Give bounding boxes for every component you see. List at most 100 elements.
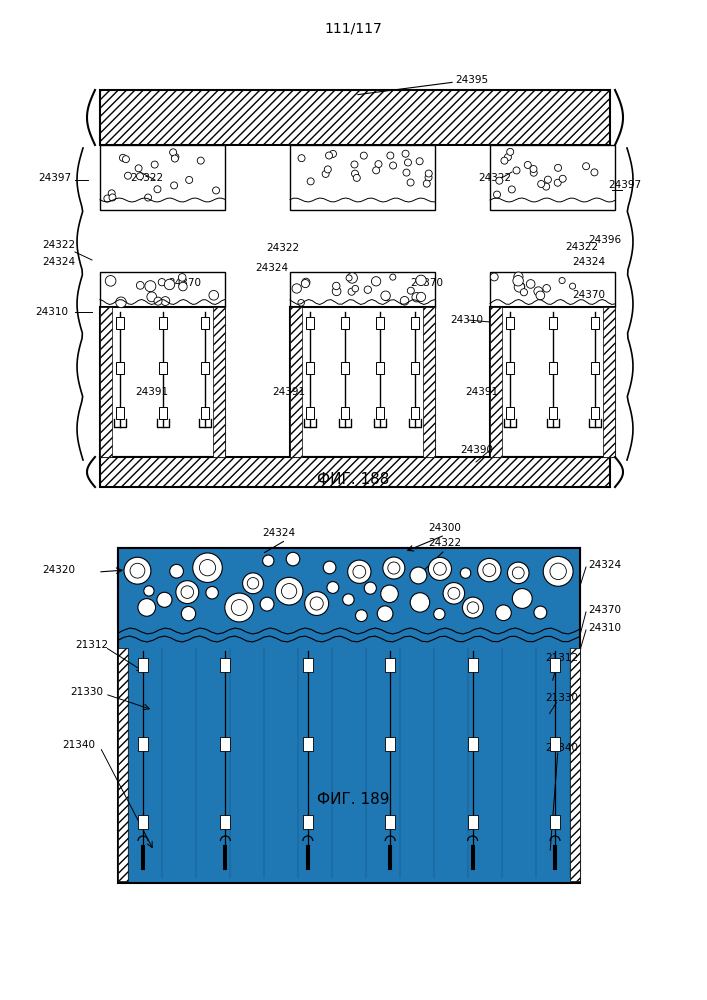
Bar: [213, 307, 225, 457]
Text: 21330: 21330: [545, 693, 578, 703]
Circle shape: [351, 170, 358, 177]
Text: 24322: 24322: [130, 173, 163, 183]
Circle shape: [130, 563, 145, 578]
Circle shape: [375, 161, 382, 168]
Circle shape: [390, 274, 396, 280]
Bar: [201, 407, 209, 419]
Circle shape: [514, 272, 523, 281]
Circle shape: [462, 597, 484, 618]
Circle shape: [543, 183, 549, 190]
Text: 24370: 24370: [410, 278, 443, 288]
Circle shape: [206, 587, 218, 599]
Bar: [116, 407, 124, 419]
Circle shape: [513, 589, 532, 608]
Bar: [506, 407, 514, 419]
Circle shape: [354, 174, 361, 181]
Circle shape: [301, 280, 310, 288]
Circle shape: [325, 152, 332, 159]
Circle shape: [381, 291, 390, 300]
Circle shape: [348, 560, 371, 583]
Circle shape: [378, 606, 393, 622]
Circle shape: [544, 176, 551, 183]
Circle shape: [407, 179, 414, 186]
Circle shape: [213, 187, 220, 194]
Text: 21312: 21312: [545, 653, 578, 663]
Bar: [158, 317, 167, 329]
Circle shape: [136, 281, 144, 289]
Circle shape: [154, 186, 161, 193]
Bar: [376, 407, 384, 419]
Bar: [385, 658, 395, 672]
Bar: [550, 658, 560, 672]
Bar: [100, 307, 225, 457]
Text: 111/117: 111/117: [324, 21, 382, 35]
Circle shape: [513, 276, 523, 286]
Circle shape: [135, 165, 142, 172]
Circle shape: [170, 564, 183, 578]
Circle shape: [161, 297, 170, 305]
Circle shape: [403, 169, 410, 176]
Text: 24391: 24391: [135, 387, 168, 397]
Bar: [550, 736, 560, 750]
Circle shape: [122, 156, 129, 163]
Text: 24322: 24322: [478, 173, 511, 183]
Bar: [303, 736, 312, 750]
Text: ФИГ. 188: ФИГ. 188: [317, 473, 389, 488]
Bar: [138, 658, 148, 672]
Bar: [100, 90, 610, 145]
Text: 24324: 24324: [588, 560, 621, 570]
Text: 24322: 24322: [267, 243, 300, 253]
Circle shape: [404, 159, 411, 166]
Circle shape: [364, 582, 376, 594]
Bar: [306, 407, 314, 419]
Bar: [158, 407, 167, 419]
Bar: [490, 307, 502, 457]
Circle shape: [158, 279, 165, 286]
Bar: [158, 362, 167, 374]
Bar: [303, 658, 312, 672]
Text: 21312: 21312: [75, 640, 108, 650]
Circle shape: [170, 182, 177, 189]
Text: 24370: 24370: [168, 278, 201, 288]
Circle shape: [416, 275, 426, 286]
Bar: [221, 815, 230, 829]
Circle shape: [353, 565, 366, 578]
Bar: [376, 362, 384, 374]
Text: 24322: 24322: [42, 240, 75, 250]
Circle shape: [425, 174, 432, 181]
Circle shape: [433, 563, 446, 575]
Text: 24322: 24322: [565, 242, 598, 252]
Bar: [290, 307, 435, 457]
Circle shape: [515, 282, 525, 291]
Circle shape: [275, 577, 303, 605]
Bar: [116, 362, 124, 374]
Bar: [506, 317, 514, 329]
Circle shape: [513, 167, 520, 174]
Bar: [376, 317, 384, 329]
Circle shape: [467, 602, 479, 613]
Circle shape: [460, 568, 471, 578]
Bar: [341, 317, 349, 329]
Text: 21340: 21340: [545, 743, 578, 753]
Bar: [100, 145, 225, 210]
Bar: [201, 362, 209, 374]
Bar: [100, 457, 610, 487]
Circle shape: [179, 282, 187, 291]
Bar: [100, 307, 112, 457]
Circle shape: [144, 194, 151, 201]
Circle shape: [193, 553, 222, 582]
Circle shape: [104, 195, 111, 202]
Circle shape: [550, 563, 566, 580]
Circle shape: [332, 282, 340, 290]
Circle shape: [231, 600, 247, 615]
Circle shape: [534, 287, 543, 296]
Circle shape: [157, 592, 172, 607]
Bar: [290, 307, 302, 457]
Circle shape: [145, 281, 156, 292]
Bar: [100, 272, 225, 307]
Circle shape: [554, 164, 561, 171]
Circle shape: [543, 285, 551, 292]
Circle shape: [170, 149, 177, 156]
Bar: [411, 407, 419, 419]
Circle shape: [286, 552, 300, 566]
